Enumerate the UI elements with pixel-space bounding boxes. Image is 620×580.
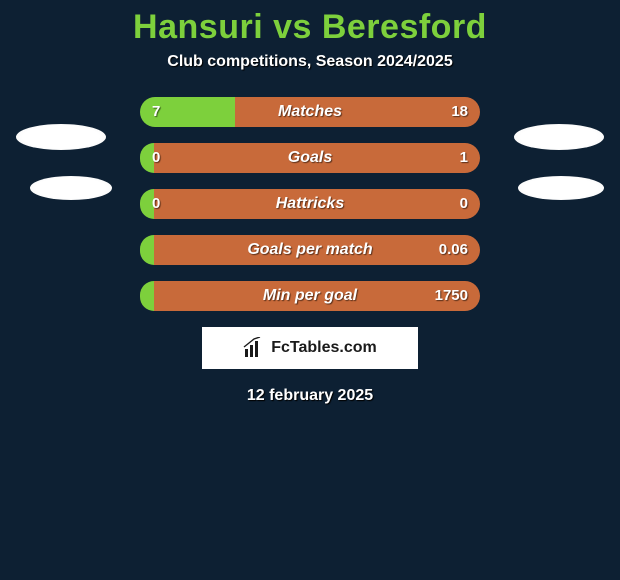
page-title: Hansuri vs Beresford <box>0 0 620 47</box>
stat-row: 00Hattricks <box>140 189 480 219</box>
stat-label: Matches <box>140 97 480 127</box>
page-subtitle: Club competitions, Season 2024/2025 <box>0 53 620 71</box>
stat-row: 1750Min per goal <box>140 281 480 311</box>
stat-label: Min per goal <box>140 281 480 311</box>
brand-badge: FcTables.com <box>202 327 418 369</box>
stat-rows: 718Matches 01Goals 00Hattricks 0.06Goals pe… <box>0 97 620 311</box>
stat-row: 0.06Goals per match <box>140 235 480 265</box>
stat-label: Goals <box>140 143 480 173</box>
stat-label: Hattricks <box>140 189 480 219</box>
brand-chart-icon <box>243 337 265 359</box>
stat-row: 01Goals <box>140 143 480 173</box>
stat-row: 718Matches <box>140 97 480 127</box>
stat-label: Goals per match <box>140 235 480 265</box>
brand-text: FcTables.com <box>271 339 377 357</box>
generated-date: 12 february 2025 <box>0 387 620 405</box>
